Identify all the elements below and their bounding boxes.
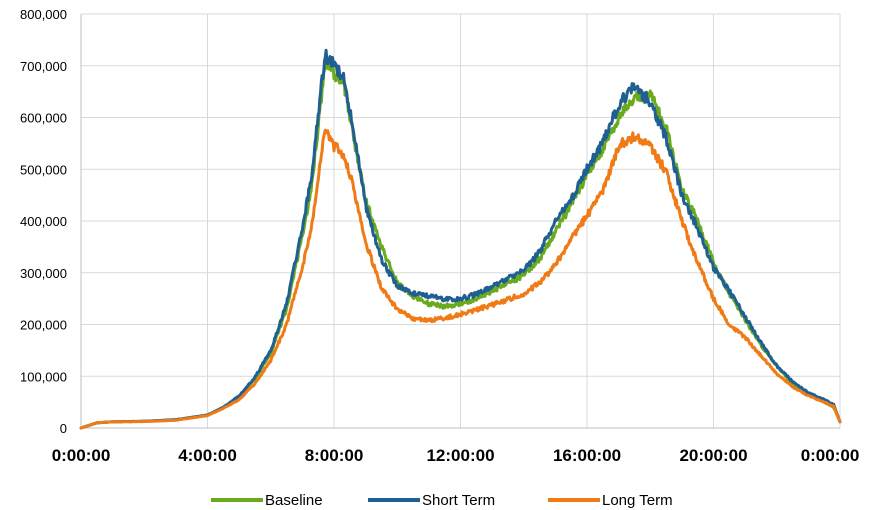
y-tick-label: 700,000 — [20, 59, 67, 74]
y-tick-label: 0 — [60, 421, 67, 436]
chart-axes — [80, 14, 840, 429]
y-axis-ticks: 0 100,000 200,000 300,000 400,000 500,000 600,… — [20, 7, 67, 436]
x-tick-label: 12:00:00 — [426, 446, 494, 465]
chart-legend: Baseline Short Term Long Term — [211, 492, 673, 509]
legend-item-short-term: Short Term — [368, 492, 495, 509]
x-tick-label: 0:00:00 — [52, 446, 111, 465]
x-tick-label: 8:00:00 — [305, 446, 364, 465]
x-tick-label: 4:00:00 — [178, 446, 237, 465]
y-tick-label: 600,000 — [20, 111, 67, 126]
legend-label: Short Term — [422, 492, 495, 509]
y-tick-label: 100,000 — [20, 369, 67, 384]
chart-series-lines — [79, 48, 842, 430]
y-tick-label: 300,000 — [20, 266, 67, 281]
y-tick-label: 500,000 — [20, 162, 67, 177]
legend-label: Long Term — [602, 492, 673, 509]
series-line-long-term — [79, 128, 842, 430]
x-tick-label: 0:00:00 — [801, 446, 860, 465]
x-axis-ticks: 0:00:00 4:00:00 8:00:00 12:00:00 16:00:00 20:… — [52, 446, 860, 465]
y-tick-label: 200,000 — [20, 318, 67, 333]
y-tick-label: 400,000 — [20, 214, 67, 229]
x-tick-label: 16:00:00 — [553, 446, 621, 465]
x-tick-label: 20:00:00 — [679, 446, 747, 465]
legend-item-baseline: Baseline — [211, 492, 323, 509]
legend-item-long-term: Long Term — [548, 492, 673, 509]
y-tick-label: 800,000 — [20, 7, 67, 22]
legend-label: Baseline — [265, 492, 323, 509]
chart-grid — [81, 13, 841, 428]
